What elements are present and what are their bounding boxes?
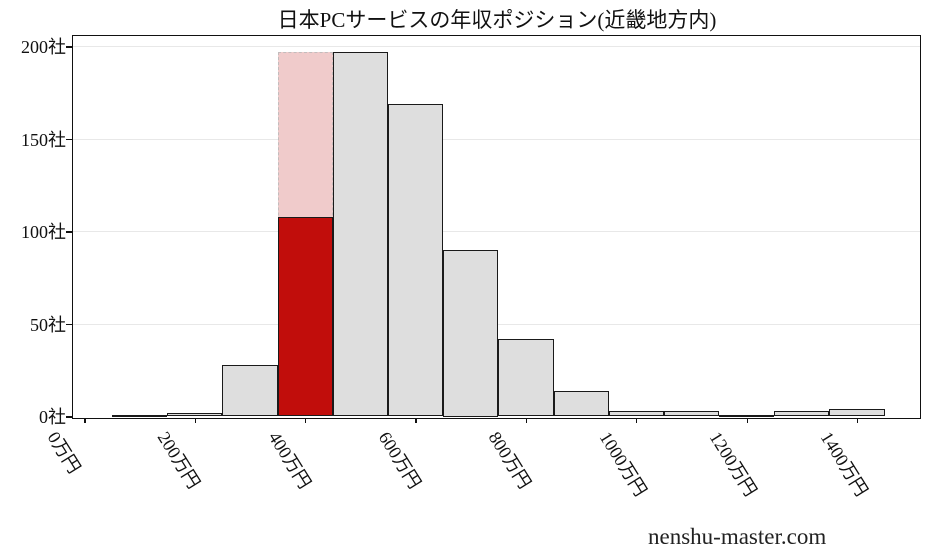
y-tick-label-50: 50社 xyxy=(30,314,66,335)
y-tick-label-0: 0社 xyxy=(39,407,66,427)
y-tick-100 xyxy=(66,231,72,233)
watermark-text: nenshu-master.com xyxy=(648,524,827,549)
y-tick-label-150: 150社 xyxy=(21,129,66,150)
x-tick-800 xyxy=(525,418,528,423)
histogram-bar xyxy=(553,390,609,417)
x-tick-200 xyxy=(194,418,196,423)
histogram-bar xyxy=(222,364,278,417)
gridline-100 xyxy=(73,231,920,232)
x-tick-label-1000: 1000万円 xyxy=(595,428,651,500)
x-tick-label-200: 200万円 xyxy=(154,428,205,493)
plot-area xyxy=(72,35,921,419)
histogram-bar xyxy=(167,412,223,417)
histogram-bar xyxy=(774,410,830,417)
x-tick-1000 xyxy=(636,418,638,423)
gridline-200 xyxy=(73,46,920,47)
x-tick-label-400: 400万円 xyxy=(264,428,315,493)
y-tick-50 xyxy=(66,323,72,326)
y-tick-0 xyxy=(66,416,72,418)
histogram-bar xyxy=(719,414,775,417)
histogram-bar xyxy=(332,52,388,417)
x-tick-400 xyxy=(305,418,307,423)
histogram-bar xyxy=(663,410,720,417)
histogram-bar xyxy=(608,410,664,417)
x-tick-1400 xyxy=(856,418,859,423)
histogram-bar xyxy=(443,250,499,417)
x-tick-label-600: 600万円 xyxy=(374,428,426,493)
highlight-red-bar xyxy=(277,216,333,417)
chart-title: 日本PCサービスの年収ポジション(近畿地方内) xyxy=(277,8,717,32)
gridline-150 xyxy=(73,138,920,140)
histogram-bar xyxy=(112,414,168,417)
x-tick-label-1400: 1400万円 xyxy=(816,428,872,500)
x-tick-label-0: 0万円 xyxy=(43,428,85,477)
x-tick-0 xyxy=(84,418,86,423)
y-tick-label-100: 100社 xyxy=(21,222,66,242)
histogram-bar xyxy=(387,103,444,417)
y-tick-150 xyxy=(66,138,72,141)
y-tick-200 xyxy=(66,46,72,48)
x-tick-label-1200: 1200万円 xyxy=(705,428,761,500)
histogram-bar xyxy=(829,409,885,417)
x-tick-label-800: 800万円 xyxy=(485,428,536,493)
x-tick-600 xyxy=(415,418,417,423)
histogram-bar xyxy=(498,338,554,417)
x-tick-1200 xyxy=(746,418,748,423)
y-tick-label-200: 200社 xyxy=(21,37,66,57)
